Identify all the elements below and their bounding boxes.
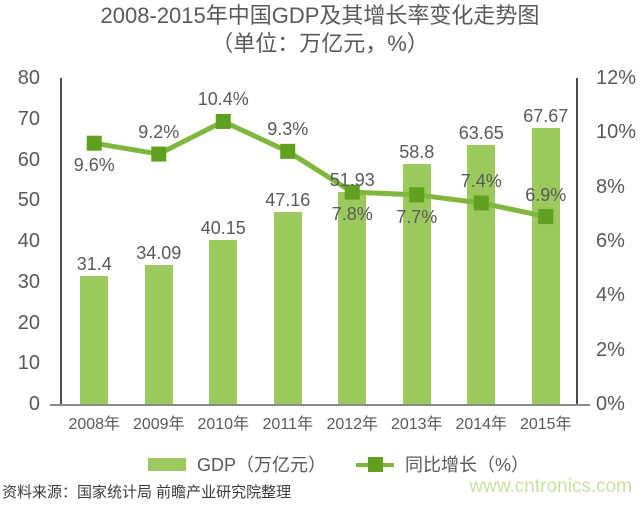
watermark: www.cntronics.com — [469, 476, 632, 497]
line-swatch-marker — [368, 456, 384, 472]
gdp-bar — [209, 240, 238, 404]
x-axis-category-label: 2014年 — [455, 416, 508, 433]
growth-value-label: 7.8% — [331, 204, 373, 225]
legend-item-growth: 同比增长（%） — [356, 451, 529, 477]
gdp-bar-value-label: 34.09 — [136, 243, 182, 264]
growth-value-label: 9.6% — [73, 155, 115, 176]
right-axis-tick-label: 4% — [596, 284, 625, 307]
right-y-axis-line — [576, 78, 578, 406]
growth-value-label: 9.3% — [267, 119, 309, 140]
chart-title-line2: （单位：万亿元，%） — [211, 31, 429, 56]
legend-item-gdp: GDP（万亿元） — [148, 451, 326, 477]
right-axis-tick-label: 8% — [596, 175, 625, 198]
gdp-bar — [531, 128, 560, 404]
left-y-axis-line — [60, 78, 62, 406]
x-axis-category-label: 2011年 — [262, 416, 313, 433]
bar-swatch-icon — [148, 457, 186, 471]
left-axis-tick-label: 30 — [17, 270, 40, 293]
source-note: 资料来源：国家统计局 前瞻产业研究院整理 — [2, 484, 292, 501]
gdp-bar-value-label: 58.8 — [399, 142, 435, 163]
left-axis-tick-label: 0 — [28, 393, 40, 415]
left-axis-tick-label: 20 — [17, 311, 40, 334]
x-axis-category-label: 2009年 — [132, 416, 185, 433]
gdp-bar — [402, 164, 431, 404]
x-axis-category-label: 2015年 — [519, 416, 572, 433]
growth-value-label: 9.2% — [138, 122, 180, 143]
growth-line-marker — [151, 146, 167, 162]
right-axis-tick-label: 10% — [596, 121, 637, 144]
x-axis-category-label: 2008年 — [68, 416, 121, 433]
left-axis-tick-label: 10 — [17, 352, 40, 375]
chart-title: 2008-2015年中国GDP及其增长率变化走势图 （单位：万亿元，%） — [0, 2, 640, 58]
left-axis-tick-label: 60 — [17, 148, 40, 171]
gdp-bar — [80, 276, 109, 404]
left-axis-tick-label: 80 — [17, 67, 40, 89]
gdp-bar — [338, 192, 367, 404]
chart-title-line1: 2008-2015年中国GDP及其增长率变化走势图 — [100, 3, 540, 28]
growth-value-label: 7.7% — [396, 206, 438, 227]
gdp-bar — [273, 211, 302, 404]
gdp-bar-value-label: 63.65 — [458, 122, 504, 143]
gdp-bar-value-label: 51.93 — [329, 170, 375, 191]
legend: GDP（万亿元） 同比增长（%） — [148, 451, 529, 477]
gdp-bar-value-label: 67.67 — [523, 106, 569, 127]
right-axis-tick-label: 6% — [596, 230, 625, 252]
gdp-bar — [144, 265, 173, 404]
x-axis-line — [50, 404, 590, 406]
x-axis-category-label: 2012年 — [326, 416, 379, 433]
gdp-bar-value-label: 47.16 — [265, 189, 311, 210]
legend-label-gdp: GDP（万亿元） — [197, 455, 327, 475]
growth-value-label: 7.4% — [460, 170, 502, 191]
left-axis-tick-label: 40 — [17, 230, 40, 252]
growth-line-marker — [215, 113, 231, 129]
right-axis-tick-label: 0% — [596, 393, 625, 415]
growth-value-label: 6.9% — [525, 184, 567, 205]
growth-line-marker — [280, 143, 296, 159]
right-axis-tick-label: 12% — [596, 67, 637, 89]
left-axis-tick-label: 70 — [17, 107, 40, 130]
growth-value-label: 10.4% — [197, 89, 249, 110]
line-swatch-icon — [356, 456, 395, 472]
legend-label-growth: 同比增长（%） — [405, 455, 530, 475]
gdp-bar-value-label: 40.15 — [200, 218, 246, 239]
left-axis-tick-label: 50 — [17, 189, 40, 212]
growth-line-marker — [86, 135, 102, 151]
gdp-bar-value-label: 31.4 — [76, 254, 112, 275]
x-axis-category-label: 2013年 — [390, 416, 443, 433]
x-axis-category-label: 2010年 — [197, 416, 250, 433]
right-axis-tick-label: 2% — [596, 338, 625, 361]
